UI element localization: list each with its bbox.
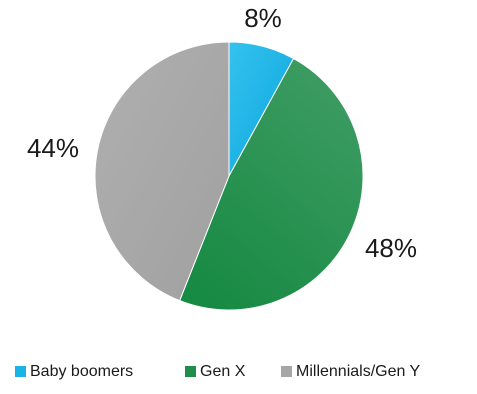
data-label-millennials-gen-y: 44% [27,133,79,163]
legend: Baby boomers Gen X Millennials/Gen Y [15,363,421,380]
legend-swatch-millennials-gen-y [281,366,292,377]
data-labels: 8% 48% 44% [27,3,417,263]
pie-slice-millennials-gen-y [94,41,230,302]
legend-swatch-gen-x [185,366,196,377]
data-label-baby-boomers: 8% [244,3,282,33]
data-label-gen-x: 48% [365,233,417,263]
legend-label-baby-boomers: Baby boomers [30,363,133,380]
legend-item-millennials-gen-y: Millennials/Gen Y [281,363,421,380]
legend-label-gen-x: Gen X [200,363,246,380]
legend-item-baby-boomers: Baby boomers [15,363,133,380]
pie-slice-gen-x [179,57,364,311]
pie-slices [94,41,364,311]
legend-label-millennials-gen-y: Millennials/Gen Y [296,363,421,380]
legend-item-gen-x: Gen X [185,363,246,380]
legend-swatch-baby-boomers [15,366,26,377]
